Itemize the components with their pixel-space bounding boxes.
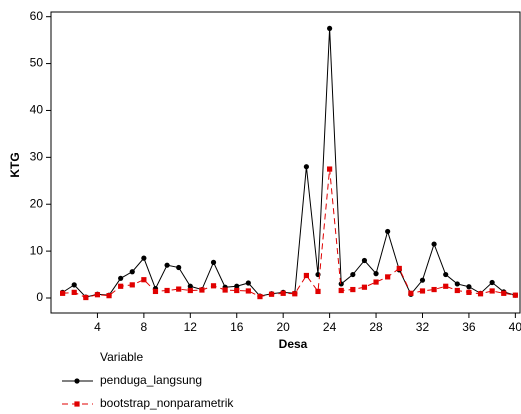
x-tick-label: 12 — [184, 320, 198, 334]
point — [222, 287, 228, 293]
point — [71, 289, 77, 295]
point — [489, 279, 495, 286]
point — [268, 291, 275, 297]
x-axis-label: Desa — [279, 337, 308, 351]
point — [176, 264, 182, 271]
point — [512, 292, 518, 298]
point — [118, 275, 124, 281]
point — [327, 25, 333, 32]
point — [501, 290, 507, 296]
y-tick-label: 0 — [36, 290, 43, 304]
point — [443, 271, 449, 278]
point — [303, 164, 309, 170]
point — [234, 287, 240, 294]
point — [245, 280, 251, 286]
point — [338, 281, 344, 287]
point — [164, 262, 170, 268]
point — [489, 288, 495, 294]
point — [74, 378, 80, 384]
legend-label: penduga_langsung — [100, 373, 202, 387]
series-line — [62, 28, 516, 298]
y-tick-label: 60 — [30, 9, 44, 23]
x-tick-label: 8 — [141, 320, 148, 334]
point — [164, 287, 170, 294]
point — [373, 271, 379, 277]
point — [187, 283, 193, 289]
x-tick-label: 20 — [276, 320, 290, 334]
point — [141, 255, 147, 261]
point — [152, 288, 159, 295]
point — [466, 284, 472, 290]
point — [129, 282, 135, 288]
point — [118, 283, 124, 289]
x-tick-label: 24 — [323, 320, 337, 334]
point — [477, 291, 484, 297]
point — [280, 290, 286, 296]
point — [396, 265, 402, 272]
point — [373, 279, 379, 285]
point — [431, 286, 437, 293]
point — [187, 287, 193, 294]
y-tick-label: 20 — [30, 196, 44, 210]
point — [129, 269, 135, 275]
point — [292, 291, 298, 297]
point — [257, 293, 263, 300]
point — [466, 289, 472, 295]
point — [210, 283, 217, 289]
point — [385, 274, 391, 280]
point — [361, 257, 368, 264]
x-tick-label: 40 — [509, 320, 521, 334]
x-tick-label: 32 — [416, 320, 430, 334]
point — [210, 259, 217, 265]
point — [199, 287, 205, 293]
y-tick-label: 10 — [30, 243, 44, 257]
point — [176, 286, 182, 292]
point — [234, 283, 240, 289]
y-tick-label: 30 — [30, 150, 44, 164]
point — [454, 287, 460, 294]
point — [385, 228, 391, 235]
point — [94, 292, 101, 298]
x-tick-label: 4 — [94, 320, 101, 334]
point — [303, 272, 309, 279]
x-tick-label: 36 — [462, 320, 476, 334]
point — [327, 166, 333, 172]
point — [431, 241, 437, 247]
point — [74, 401, 80, 407]
point — [245, 288, 251, 294]
point — [350, 286, 356, 293]
point — [141, 277, 147, 283]
legend-label: bootstrap_nonparametrik — [100, 396, 234, 410]
point — [71, 282, 77, 288]
point — [408, 290, 414, 296]
x-tick-label: 28 — [369, 320, 383, 334]
point — [315, 288, 321, 295]
point — [419, 277, 426, 283]
point — [60, 290, 66, 296]
plot-frame — [50, 11, 521, 314]
point — [83, 294, 89, 301]
legend-title: Variable — [100, 350, 143, 364]
point — [338, 287, 344, 294]
point — [419, 288, 426, 294]
point — [361, 284, 368, 290]
y-tick-label: 40 — [30, 103, 44, 117]
y-tick-label: 50 — [30, 56, 44, 70]
point — [443, 283, 449, 289]
point — [106, 293, 112, 299]
y-axis-label: KTG — [8, 152, 22, 177]
point — [454, 281, 460, 287]
series-line — [62, 169, 516, 299]
x-tick-label: 16 — [230, 320, 244, 334]
point — [350, 271, 356, 278]
